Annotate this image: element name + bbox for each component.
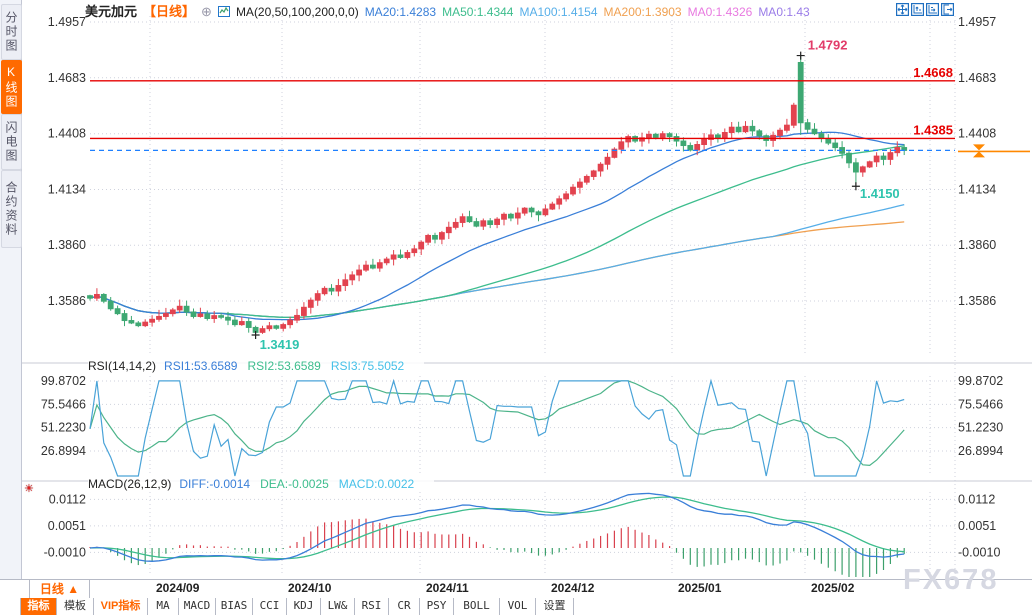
mini-chart-icon	[217, 5, 230, 19]
rsi-header: RSI(14,14,2) RSI1:53.6589 RSI2:53.6589 RSI3…	[88, 359, 425, 373]
svg-text:75.5466: 75.5466	[958, 397, 1003, 411]
svg-text:0.0112: 0.0112	[958, 492, 995, 506]
legend-value: MA0:1.43	[758, 5, 810, 19]
legend-value: MA50:1.4344	[442, 5, 514, 19]
x-axis-label: 2024/12	[551, 581, 595, 595]
svg-text:1.3586: 1.3586	[958, 294, 996, 308]
toolbar-tab-MA[interactable]: MA	[148, 598, 179, 615]
chart-header: 美元加元 【日线】 ⊕ MA(20,50,100,200,0,0) MA20:1.428…	[85, 1, 822, 19]
svg-text:1.3419: 1.3419	[260, 337, 300, 352]
svg-text:1.4683: 1.4683	[48, 71, 86, 85]
x-axis-row: 日线 ▲ 2024/09 2024/10 2024/11 2024/12 2025/01…	[0, 579, 1032, 599]
toolbar-tab-CCI[interactable]: CCI	[253, 598, 287, 615]
svg-text:75.5466: 75.5466	[41, 397, 86, 411]
legend-value: MA0:1.4326	[687, 5, 753, 19]
hot-indicator-icon: ☀	[24, 483, 34, 495]
toolbar-tab-MACD[interactable]: MACD	[179, 598, 216, 615]
chart-canvas[interactable]: 1.4957 1.4957 1.4683 1.4683 1.4408 1.4408 1.41…	[22, 0, 1032, 580]
toolbar-tab-指标[interactable]: 指标	[21, 598, 57, 615]
legend-value: RSI1:53.6589	[164, 359, 238, 373]
toolbar-tab-CR[interactable]: CR	[389, 598, 420, 615]
toolbar-tab-VOL[interactable]: VOL	[500, 598, 536, 615]
legend-value: DIFF:-0.0014	[179, 477, 251, 491]
svg-text:-0.0010: -0.0010	[958, 545, 1000, 559]
toolbar-tab-BOLL[interactable]: BOLL	[454, 598, 500, 615]
legend-value: RSI2:53.6589	[247, 359, 321, 373]
toolbar-tab-设置[interactable]: 设置	[536, 598, 574, 615]
svg-text:26.8994: 26.8994	[41, 444, 86, 458]
toolbar-tab-LW&[interactable]: LW&	[321, 598, 355, 615]
ma-legend: MA20:1.4283 MA50:1.4344 MA100:1.4154 MA200:…	[365, 5, 816, 19]
toolbar-tab-BIAS[interactable]: BIAS	[216, 598, 253, 615]
svg-text:1.4408: 1.4408	[48, 127, 86, 141]
svg-text:26.8994: 26.8994	[958, 444, 1003, 458]
legend-value: MA200:1.3903	[603, 5, 682, 19]
indicator-toolbar: 指标 模板 VIP指标 MA MACD BIAS CCI KDJ LW& RSI CR PSY BOLL…	[0, 598, 1032, 615]
svg-text:1.4134: 1.4134	[48, 182, 86, 196]
svg-text:0.0051: 0.0051	[48, 519, 86, 533]
macd-header: MACD(26,12,9) DIFF:-0.0014 DEA:-0.0025 MACD…	[88, 477, 435, 491]
svg-text:51.2230: 51.2230	[41, 421, 86, 435]
svg-text:0.0051: 0.0051	[958, 519, 996, 533]
legend-value: MACD:0.0022	[338, 477, 415, 491]
export-icon[interactable]	[941, 3, 954, 16]
svg-text:1.4668: 1.4668	[913, 65, 953, 80]
svg-text:51.2230: 51.2230	[958, 421, 1003, 435]
toolbar-tab-PSY[interactable]: PSY	[420, 598, 454, 615]
toolbar-tab-RSI[interactable]: RSI	[355, 598, 389, 615]
pan-icon[interactable]	[896, 3, 909, 16]
scale-horizontal-icon[interactable]	[926, 3, 939, 16]
symbol-name: 美元加元	[85, 4, 138, 19]
svg-text:1.4792: 1.4792	[808, 38, 848, 53]
svg-text:1.4408: 1.4408	[958, 127, 996, 141]
toolbar-tab-VIP指标[interactable]: VIP指标	[94, 598, 148, 615]
watermark: FX678	[903, 564, 999, 596]
toolbar-tab-模板[interactable]: 模板	[57, 598, 94, 615]
collapse-icon[interactable]: ⊕	[201, 4, 212, 19]
svg-text:1.4134: 1.4134	[958, 182, 996, 196]
legend-value: MA20:1.4283	[364, 5, 437, 19]
legend-value: MA100:1.4154	[519, 5, 598, 19]
macd-title: MACD(26,12,9)	[88, 477, 172, 491]
left-sidebar: 分时图 K线图 闪电图 合约资料	[0, 0, 22, 580]
sidebar-tab-2[interactable]: 闪电图	[1, 114, 22, 170]
x-axis-label: 2024/10	[288, 581, 332, 595]
svg-text:1.4385: 1.4385	[913, 122, 953, 137]
svg-text:1.3860: 1.3860	[48, 238, 86, 252]
svg-text:99.8702: 99.8702	[41, 374, 86, 388]
x-axis-label: 2025/02	[811, 581, 855, 595]
legend-value: RSI3:75.5052	[330, 359, 405, 373]
sidebar-tab-0[interactable]: 分时图	[1, 4, 22, 60]
sidebar-tab-3[interactable]: 合约资料	[1, 170, 22, 248]
x-axis-label: 2025/01	[678, 581, 722, 595]
period-dropdown-button[interactable]: 日线 ▲	[29, 580, 90, 598]
svg-text:1.3860: 1.3860	[958, 238, 996, 252]
svg-text:1.4150: 1.4150	[860, 186, 900, 201]
x-axis-label: 2024/09	[156, 581, 200, 595]
svg-text:1.3586: 1.3586	[48, 294, 86, 308]
scale-vertical-icon[interactable]	[911, 3, 924, 16]
toolbar-tab-KDJ[interactable]: KDJ	[287, 598, 321, 615]
legend-value: DEA:-0.0025	[260, 477, 329, 491]
x-axis-label: 2024/11	[426, 581, 469, 595]
period-tag: 【日线】	[143, 4, 196, 19]
svg-text:1.4957: 1.4957	[48, 15, 86, 29]
svg-text:99.8702: 99.8702	[958, 374, 1003, 388]
ma-settings-label: MA(20,50,100,200,0,0)	[235, 5, 359, 19]
svg-text:1.4957: 1.4957	[958, 15, 996, 29]
chart-toolbar-icons	[896, 3, 954, 16]
svg-text:0.0112: 0.0112	[49, 492, 86, 506]
svg-text:-0.0010: -0.0010	[44, 545, 86, 559]
toolbar-spacer	[0, 598, 21, 615]
rsi-title: RSI(14,14,2)	[88, 359, 157, 373]
svg-text:1.4683: 1.4683	[958, 71, 996, 85]
sidebar-tab-1[interactable]: K线图	[1, 60, 22, 114]
